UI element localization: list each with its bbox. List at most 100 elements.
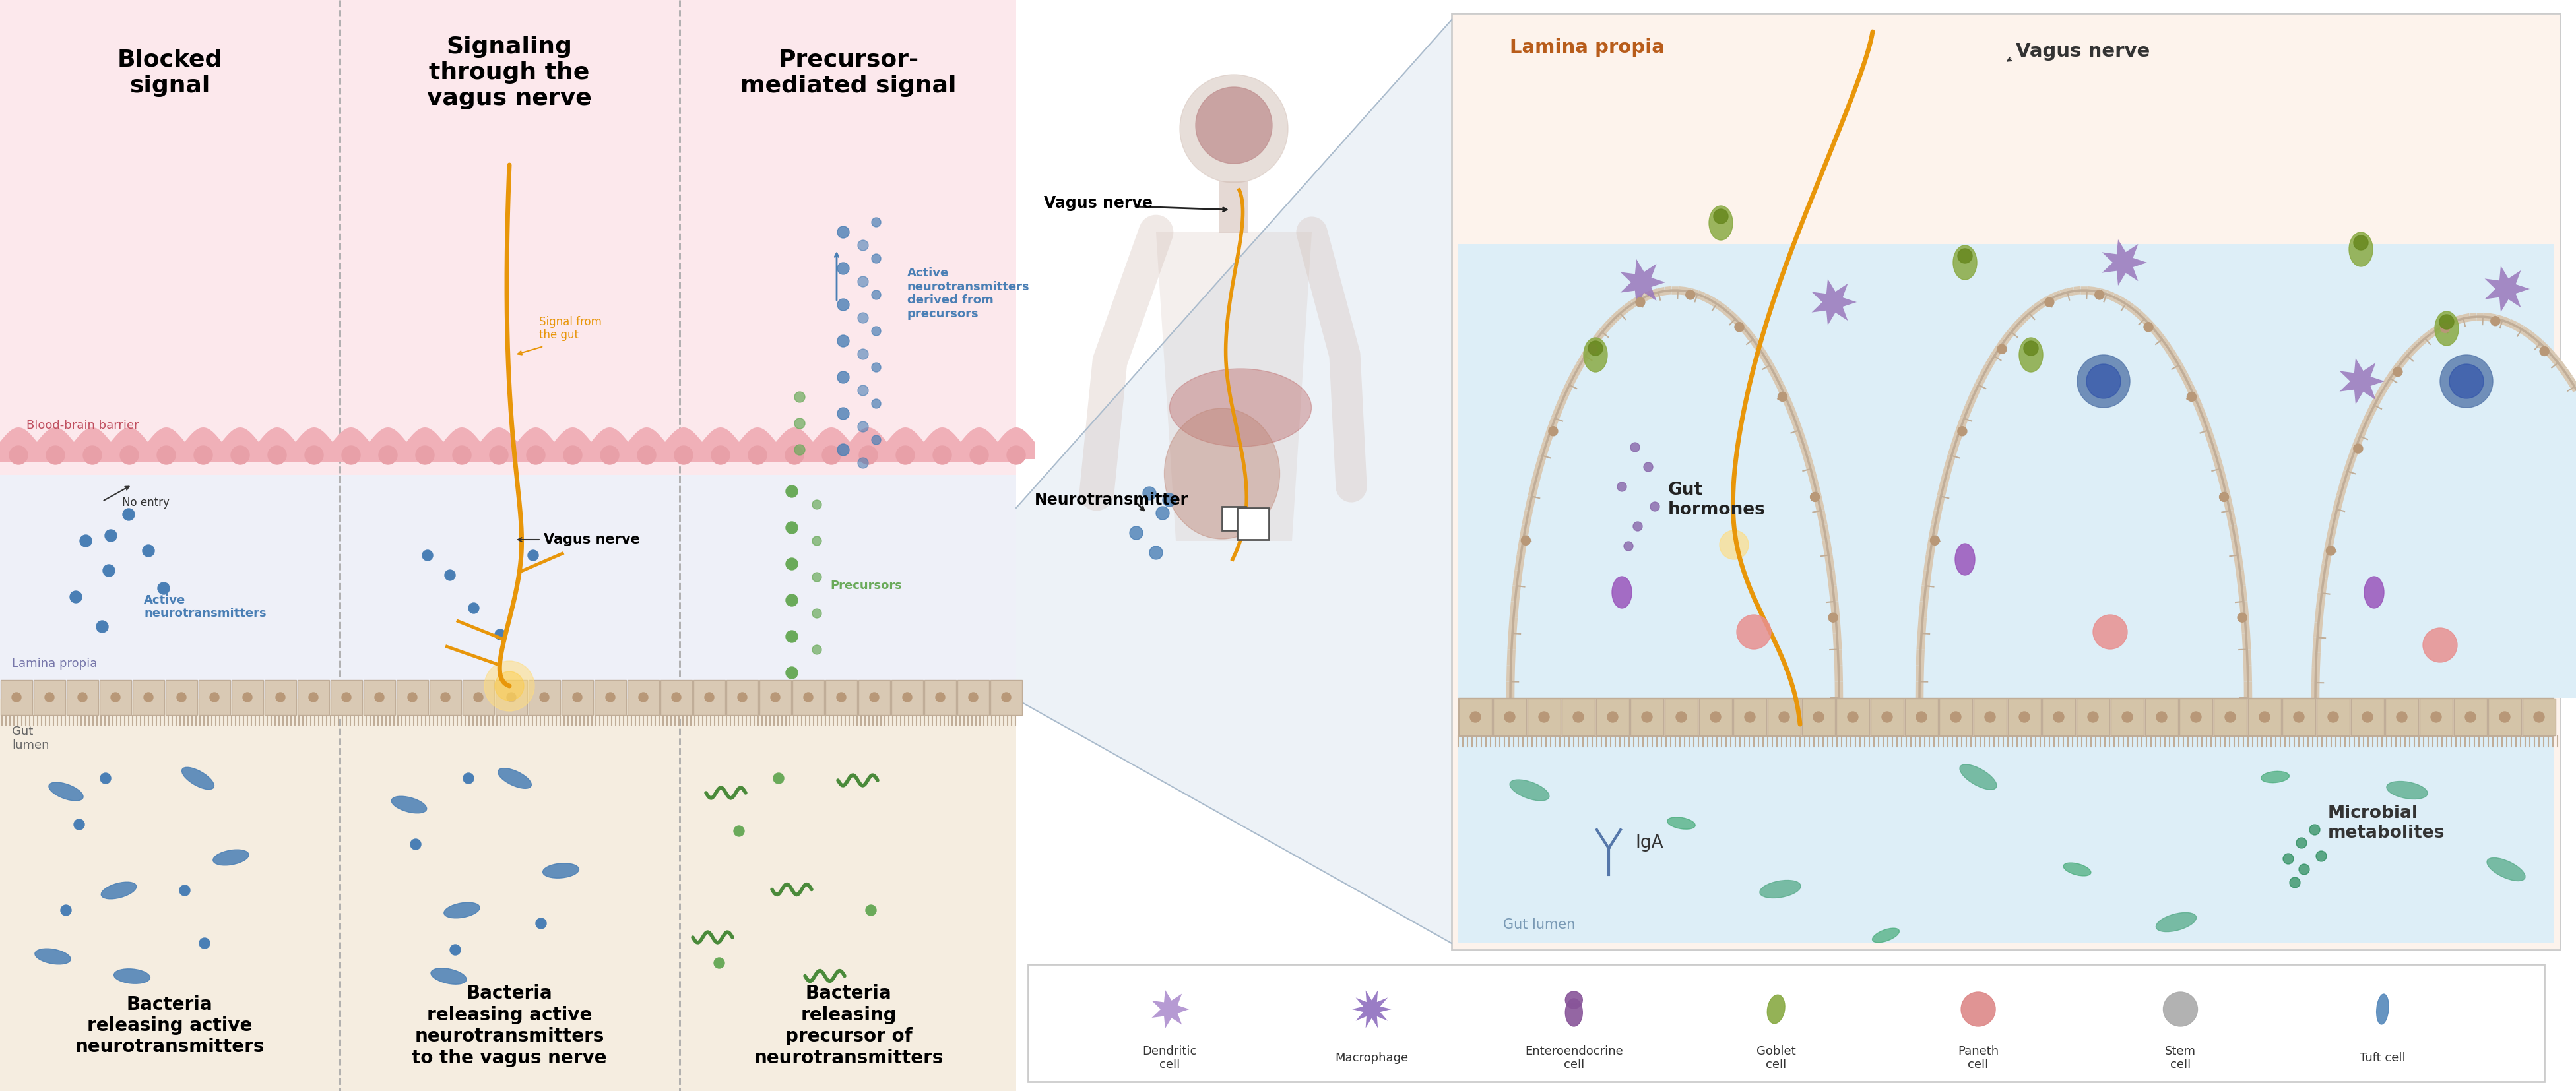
Circle shape <box>1623 541 1633 551</box>
Circle shape <box>1960 992 1996 1027</box>
FancyBboxPatch shape <box>2419 698 2452 735</box>
Circle shape <box>1710 711 1721 722</box>
Circle shape <box>858 458 868 468</box>
Circle shape <box>2143 323 2154 332</box>
FancyBboxPatch shape <box>1458 698 2553 736</box>
Polygon shape <box>332 428 368 459</box>
Circle shape <box>2092 614 2128 649</box>
Ellipse shape <box>2385 781 2427 799</box>
Text: Lamina propia: Lamina propia <box>13 658 98 670</box>
Circle shape <box>124 508 134 520</box>
Circle shape <box>1149 547 1162 560</box>
Circle shape <box>484 661 533 711</box>
Circle shape <box>860 446 878 465</box>
FancyBboxPatch shape <box>2076 698 2110 735</box>
Circle shape <box>1984 711 1996 722</box>
Circle shape <box>157 583 170 595</box>
Circle shape <box>1631 443 1641 452</box>
FancyBboxPatch shape <box>793 680 824 715</box>
FancyBboxPatch shape <box>1218 181 1249 232</box>
Circle shape <box>786 631 799 643</box>
Circle shape <box>871 363 881 372</box>
Circle shape <box>495 671 523 700</box>
Text: Signal from
the gut: Signal from the gut <box>538 315 603 341</box>
Ellipse shape <box>36 949 70 964</box>
Polygon shape <box>739 428 775 459</box>
Circle shape <box>896 446 914 465</box>
Text: Gut lumen: Gut lumen <box>1504 919 1574 932</box>
Circle shape <box>103 565 116 576</box>
Circle shape <box>866 906 876 915</box>
Polygon shape <box>2339 358 2385 405</box>
Circle shape <box>2491 316 2499 326</box>
Circle shape <box>451 945 461 955</box>
Circle shape <box>1144 487 1157 500</box>
Polygon shape <box>2486 266 2530 312</box>
Text: Active
neurotransmitters
derived from
precursors: Active neurotransmitters derived from pr… <box>907 267 1030 320</box>
Polygon shape <box>703 428 739 459</box>
FancyBboxPatch shape <box>1973 698 2007 735</box>
FancyBboxPatch shape <box>925 680 956 715</box>
Circle shape <box>469 603 479 613</box>
FancyBboxPatch shape <box>198 680 229 715</box>
FancyBboxPatch shape <box>659 680 693 715</box>
FancyBboxPatch shape <box>0 442 1015 461</box>
FancyBboxPatch shape <box>1734 698 1767 735</box>
FancyBboxPatch shape <box>0 680 33 715</box>
FancyBboxPatch shape <box>1528 698 1561 735</box>
Circle shape <box>871 290 881 299</box>
FancyBboxPatch shape <box>989 680 1023 715</box>
FancyBboxPatch shape <box>0 0 1015 475</box>
Ellipse shape <box>113 969 149 984</box>
Circle shape <box>2499 711 2509 722</box>
Polygon shape <box>1151 990 1190 1029</box>
Circle shape <box>2045 298 2053 307</box>
Circle shape <box>714 958 724 969</box>
Ellipse shape <box>1566 998 1582 1027</box>
Circle shape <box>106 529 116 541</box>
Ellipse shape <box>544 863 580 878</box>
Ellipse shape <box>1613 576 1631 608</box>
Circle shape <box>1162 493 1175 506</box>
Ellipse shape <box>1767 995 1785 1023</box>
Circle shape <box>121 446 139 465</box>
Text: Active
neurotransmitters: Active neurotransmitters <box>144 594 265 620</box>
Circle shape <box>858 240 868 251</box>
Ellipse shape <box>1873 928 1899 943</box>
Ellipse shape <box>1584 338 1607 372</box>
Circle shape <box>2535 711 2545 722</box>
FancyBboxPatch shape <box>299 680 330 715</box>
FancyBboxPatch shape <box>363 680 394 715</box>
Ellipse shape <box>100 882 137 899</box>
Circle shape <box>837 299 850 311</box>
Circle shape <box>564 446 582 465</box>
Text: Vagus nerve: Vagus nerve <box>1043 195 1151 211</box>
Circle shape <box>2396 711 2406 722</box>
Ellipse shape <box>443 902 479 918</box>
Polygon shape <box>1157 232 1311 541</box>
Circle shape <box>1685 290 1695 299</box>
FancyBboxPatch shape <box>760 680 791 715</box>
Circle shape <box>70 591 82 603</box>
FancyBboxPatch shape <box>2249 698 2282 735</box>
Circle shape <box>62 906 72 915</box>
Circle shape <box>811 645 822 655</box>
Circle shape <box>2329 711 2339 722</box>
Circle shape <box>453 446 471 465</box>
Circle shape <box>1734 323 1744 332</box>
Circle shape <box>969 693 979 702</box>
Polygon shape <box>36 428 75 459</box>
FancyBboxPatch shape <box>2179 698 2213 735</box>
Ellipse shape <box>1170 369 1311 446</box>
FancyBboxPatch shape <box>2110 698 2143 735</box>
Circle shape <box>440 693 451 702</box>
Circle shape <box>971 446 989 465</box>
Polygon shape <box>925 428 961 459</box>
Circle shape <box>1883 711 1893 722</box>
Circle shape <box>902 693 912 702</box>
Ellipse shape <box>1960 765 1996 790</box>
Polygon shape <box>258 428 296 459</box>
FancyBboxPatch shape <box>1700 698 1731 735</box>
Ellipse shape <box>430 968 466 984</box>
Circle shape <box>935 693 945 702</box>
